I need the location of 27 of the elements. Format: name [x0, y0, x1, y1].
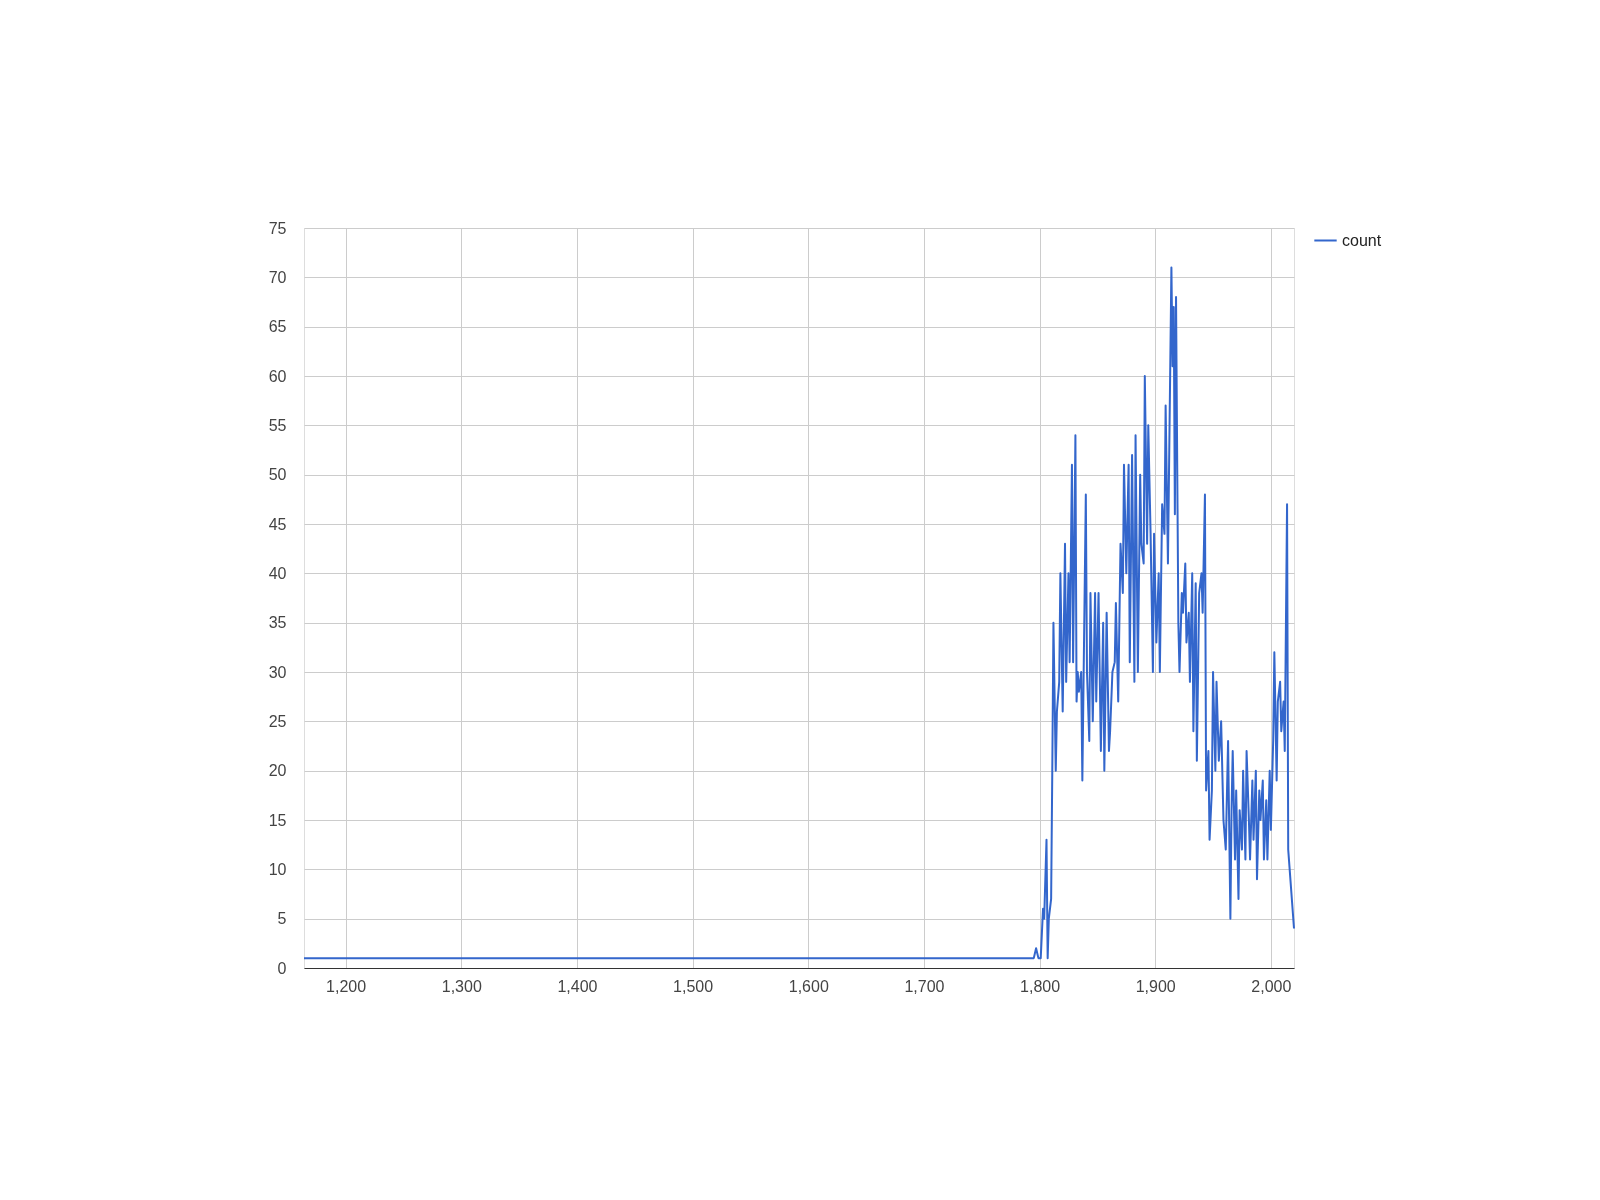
y-tick-label: 30 [268, 663, 287, 681]
x-tick-label: 1,700 [904, 977, 945, 995]
y-tick-label: 75 [268, 219, 287, 237]
y-tick-label: 40 [268, 564, 287, 582]
y-tick-label: 15 [268, 811, 287, 829]
y-tick-label: 25 [268, 712, 287, 730]
x-tick-label: 1,300 [441, 977, 482, 995]
x-tick-label: 1,400 [557, 977, 598, 995]
x-tick-label: 2,000 [1251, 977, 1292, 995]
x-tick-label: 1,500 [673, 977, 714, 995]
y-tick-label: 50 [268, 466, 287, 484]
y-tick-label: 35 [268, 614, 287, 632]
y-tick-label: 65 [268, 318, 287, 336]
x-tick-label: 1,600 [788, 977, 829, 995]
y-tick-label: 5 [277, 910, 287, 928]
x-tick-label: 1,800 [1020, 977, 1061, 995]
x-tick-label: 1,200 [326, 977, 367, 995]
y-tick-label: 10 [268, 860, 287, 878]
y-tick-label: 70 [268, 268, 287, 286]
x-tick-label: 1,900 [1135, 977, 1176, 995]
line-series [303, 266, 1295, 960]
legend-label: count [1342, 231, 1382, 249]
y-tick-label: 0 [277, 959, 287, 977]
y-tick-label: 60 [268, 367, 287, 385]
y-tick-label: 20 [268, 762, 287, 780]
y-tick-label: 55 [268, 416, 287, 434]
y-tick-label: 45 [268, 515, 287, 533]
